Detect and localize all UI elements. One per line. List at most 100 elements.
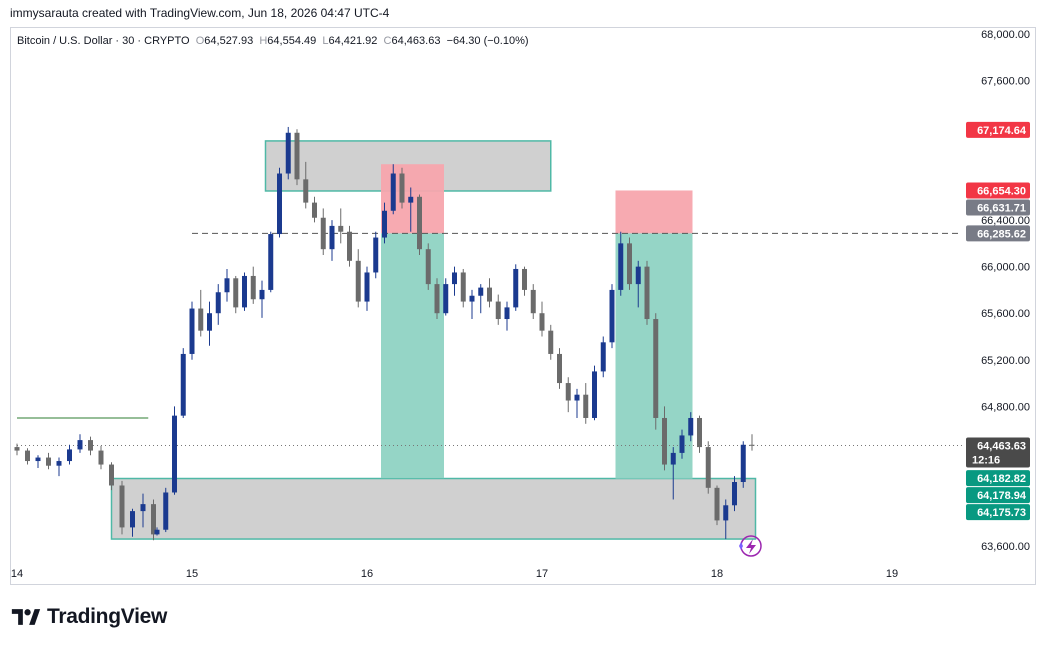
candle-body [77, 440, 83, 450]
candle-body [583, 394, 589, 418]
price-tag [966, 121, 1030, 138]
candle-body [460, 272, 466, 302]
candle-body [662, 417, 667, 465]
zones-layer [110, 140, 757, 540]
price-tag-label: 64,175.73 [977, 507, 1026, 519]
x-tick-label: 19 [886, 568, 898, 580]
candle-body [268, 234, 274, 290]
candle-body [714, 487, 720, 521]
legend-symbol[interactable]: Bitcoin / U.S. Dollar · 30 · CRYPTO [17, 35, 190, 47]
candle-body [749, 444, 755, 446]
tradingview-brand[interactable]: TradingView [11, 604, 167, 630]
x-tick-label: 16 [361, 568, 373, 580]
legend-change: −64.30 (−0.10%) [446, 35, 529, 47]
price-tag [966, 199, 1030, 216]
candle-body [233, 278, 239, 308]
y-tick-label: 68,000.00 [981, 29, 1030, 41]
candle-body [56, 461, 62, 466]
candle-body [347, 231, 352, 261]
candle-body [539, 313, 545, 331]
horizontal-lines-layer [17, 232, 962, 446]
candle-body [635, 266, 641, 285]
price-axis: 68,000.00 67,600.00 66,400.00 66,000.00 65,6… [981, 29, 1030, 553]
candle-body [98, 450, 104, 465]
candle-body [740, 444, 746, 483]
candle-body [565, 383, 571, 401]
candle-body [408, 196, 414, 203]
candle-body [557, 353, 562, 384]
price-tags: 67,174.64 66,654.30 66,631.71 66,285.62 64,4… [966, 121, 1030, 521]
price-tag [966, 470, 1030, 487]
y-tick-label: 66,000.00 [981, 262, 1030, 274]
price-tag-label: 66,654.30 [977, 185, 1026, 197]
stop-loss-zone [615, 190, 693, 234]
candle-body [574, 394, 580, 401]
candle-body [312, 202, 317, 218]
candle-body [224, 278, 230, 293]
candle-body [25, 450, 30, 462]
candle-body [259, 289, 265, 300]
candle-body [151, 504, 156, 535]
candle-body [443, 284, 449, 314]
candle-body [469, 295, 475, 302]
price-tag-label: 66,631.71 [977, 202, 1026, 214]
y-tick-label: 65,200.00 [981, 355, 1030, 367]
y-tick-label: 66,400.00 [981, 215, 1030, 227]
candle-body [425, 249, 431, 285]
brand-name: TradingView [47, 605, 168, 628]
candle-body [109, 464, 114, 486]
candle-body [495, 301, 501, 320]
price-tag-label: 64,178.94 [977, 490, 1027, 502]
candle-body [207, 313, 212, 331]
legend-low-label: L [322, 35, 329, 47]
price-tag [966, 182, 1030, 199]
candle-body [294, 132, 300, 180]
candle-body [390, 173, 396, 211]
candle-body [373, 237, 379, 273]
candle-body [285, 132, 291, 174]
x-tick-label: 17 [536, 568, 548, 580]
chart-credit: immysarauta created with TradingView.com… [10, 6, 390, 20]
candle-body [627, 243, 632, 285]
candle-body [504, 307, 510, 320]
candle-body [522, 268, 527, 290]
candles-layer [14, 126, 755, 541]
candle-body [46, 457, 51, 466]
candle-body [154, 529, 160, 535]
price-tag [966, 487, 1030, 504]
y-tick-label: 63,600.00 [981, 541, 1030, 553]
legend-close-label: C [383, 35, 392, 47]
time-axis: 14 15 16 17 18 19 [11, 568, 898, 580]
candle-body [250, 275, 256, 300]
take-profit-zone [381, 233, 444, 479]
demand-zone [110, 477, 757, 540]
candle-body [434, 284, 440, 314]
y-tick-label: 64,800.00 [981, 401, 1030, 413]
candle-body [382, 210, 387, 238]
price-tag-label: 64,182.82 [977, 473, 1026, 485]
legend-low: 64,421.92 [328, 35, 378, 47]
lightning-icon[interactable] [739, 535, 762, 557]
candle-body [679, 435, 685, 453]
candle-body [732, 482, 737, 506]
candle-body [670, 452, 676, 465]
price-tag-label: 66,285.62 [977, 228, 1026, 240]
price-tag [966, 225, 1030, 242]
candle-body [653, 319, 659, 418]
y-tick-label: 67,600.00 [981, 75, 1030, 87]
price-tag-label: 64,463.63 [977, 440, 1026, 452]
candle-body [163, 492, 169, 530]
candle-body [478, 287, 484, 296]
candle-body [364, 272, 370, 302]
candle-body [592, 371, 597, 418]
ohlc-legend: Bitcoin / U.S. Dollar · 30 · CRYPTO O 64,… [17, 35, 529, 47]
candle-body [644, 266, 650, 320]
candle-body [119, 485, 125, 528]
candle-body [180, 353, 186, 416]
candle-body [705, 447, 711, 488]
legend-open-label: O [195, 35, 205, 47]
chart-frame [10, 27, 1036, 585]
price-tag [966, 437, 1030, 468]
candle-body [688, 417, 694, 436]
